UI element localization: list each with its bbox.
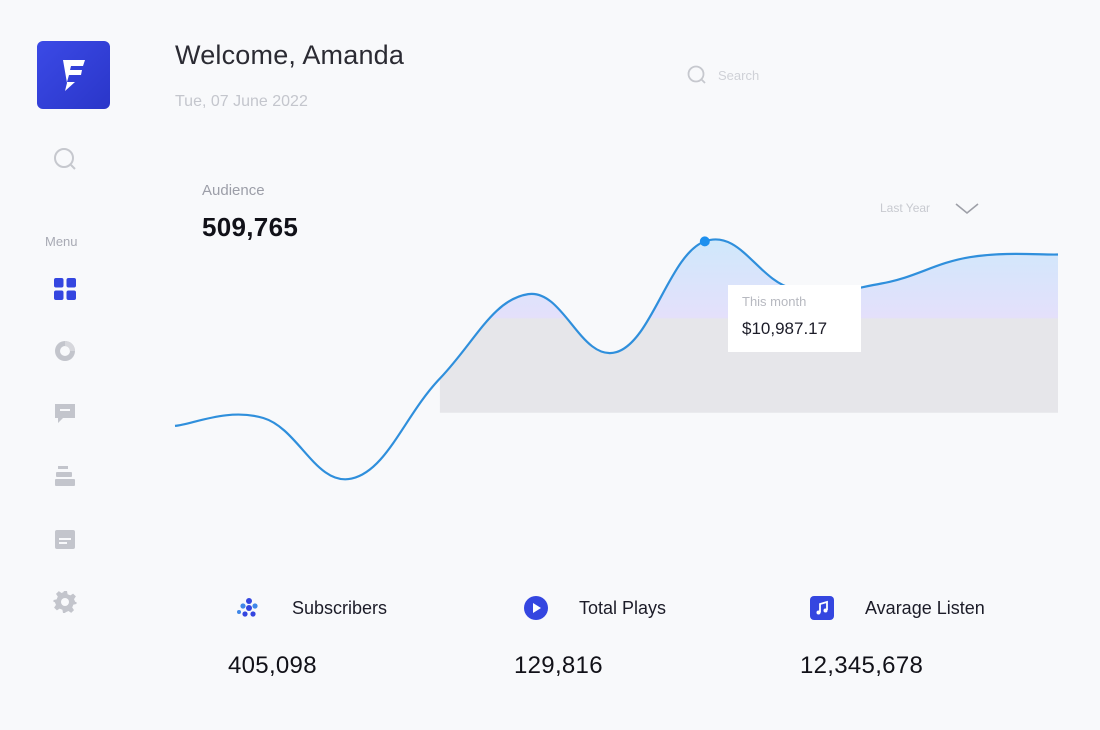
- sidebar-item-analytics[interactable]: [52, 338, 78, 364]
- tooltip-value: $10,987.17: [742, 319, 828, 338]
- page-title: Welcome, Amanda: [175, 40, 405, 70]
- menu-label: Menu: [45, 234, 78, 249]
- tooltip-label: This month: [742, 294, 807, 309]
- stat-total-plays: Total Plays 129,816: [514, 592, 667, 679]
- sidebar-item-dashboard[interactable]: [52, 276, 78, 302]
- stack-icon: [55, 466, 75, 486]
- gear-icon: [53, 591, 77, 613]
- stat-label: Subscribers: [292, 597, 388, 618]
- audience-label: Audience: [202, 182, 265, 199]
- stat-subscribers: Subscribers 405,098: [228, 592, 388, 680]
- search-icon: [54, 148, 76, 170]
- music-note-icon: [809, 595, 835, 621]
- stat-value: 129,816: [514, 652, 603, 679]
- chart-highlight-point[interactable]: [699, 236, 710, 247]
- app-logo[interactable]: [37, 41, 110, 109]
- chart-series-line: [174, 238, 1059, 481]
- stat-value: 405,098: [228, 652, 317, 679]
- stat-label: Avarage Listen: [865, 597, 985, 618]
- pie-chart-icon: [55, 341, 75, 361]
- logo-mark-icon: [62, 60, 85, 91]
- stat-label: Total Plays: [579, 597, 667, 618]
- chevron-down-icon: [955, 203, 979, 215]
- sidebar: Menu: [0, 0, 130, 730]
- search-icon: [687, 65, 706, 84]
- audience-value: 509,765: [202, 212, 299, 242]
- chat-bubble-icon: [55, 404, 75, 423]
- search-bar[interactable]: Search: [686, 64, 759, 86]
- dashboard-grid-icon: [54, 278, 76, 300]
- chart-tooltip: This month $10,987.17: [728, 285, 861, 352]
- sidebar-item-calendar[interactable]: [52, 526, 78, 552]
- sidebar-item-library[interactable]: [52, 463, 78, 489]
- play-circle-icon: [523, 595, 549, 621]
- calendar-icon: [55, 530, 75, 549]
- current-date: Tue, 07 June 2022: [175, 93, 308, 110]
- period-selected-value[interactable]: Last Year: [880, 201, 931, 215]
- users-cluster-icon: [236, 595, 262, 621]
- sidebar-item-messages[interactable]: [52, 400, 78, 426]
- stat-value: 12,345,678: [800, 652, 924, 679]
- sidebar-search-button[interactable]: [52, 146, 78, 172]
- stat-average-listen: Avarage Listen 12,345,678: [800, 592, 985, 679]
- search-placeholder[interactable]: Search: [718, 67, 760, 83]
- period-dropdown[interactable]: Last Year: [880, 200, 980, 216]
- sidebar-item-settings[interactable]: [52, 589, 78, 615]
